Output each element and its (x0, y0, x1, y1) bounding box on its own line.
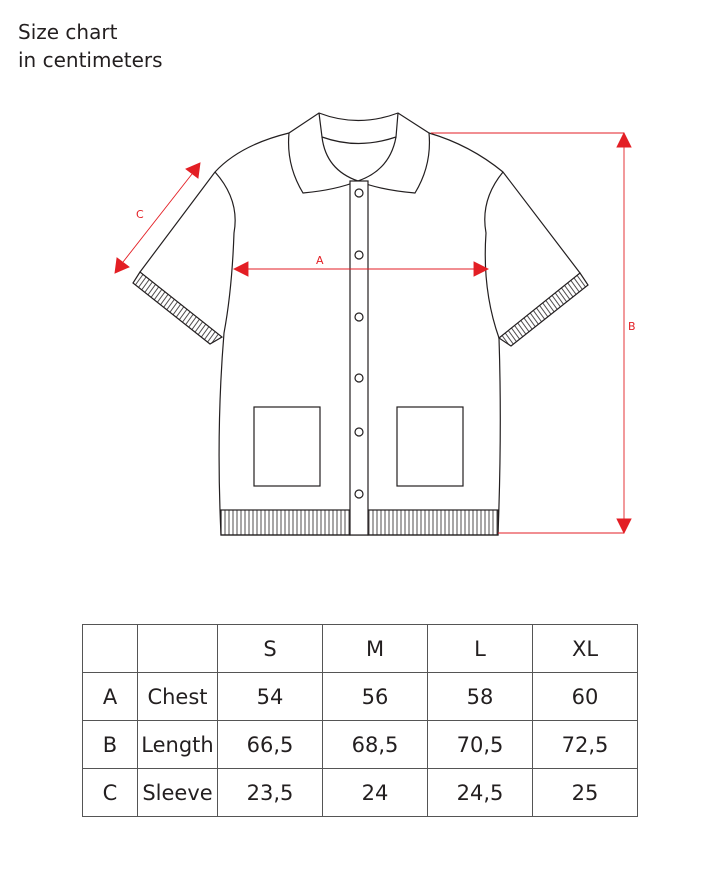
value-cell: 58 (427, 672, 533, 721)
value-cell: 23,5 (217, 768, 323, 817)
value-cell: 72,5 (532, 720, 638, 769)
arrow-left-icon (232, 261, 249, 277)
value-cell: 54 (217, 672, 323, 721)
header-cell (82, 624, 138, 673)
table-header-row: S M L XL (82, 624, 638, 673)
arrow-up-icon (616, 131, 632, 148)
row-code: A (82, 672, 138, 721)
value-cell: 68,5 (322, 720, 428, 769)
header-cell-m: M (322, 624, 428, 673)
label-b: B (628, 320, 636, 333)
value-cell: 56 (322, 672, 428, 721)
value-cell: 66,5 (217, 720, 323, 769)
label-a: A (316, 254, 324, 267)
value-cell: 25 (532, 768, 638, 817)
value-cell: 24 (322, 768, 428, 817)
shirt-diagram: A B C (114, 112, 636, 536)
label-c: C (136, 208, 144, 221)
size-table: S M L XL A Chest 54 56 58 60 B Length 66… (82, 624, 638, 817)
table-row: B Length 66,5 68,5 70,5 72,5 (82, 720, 638, 769)
arrow-down-left-icon (114, 257, 130, 274)
header-cell (137, 624, 218, 673)
buttons (354, 188, 364, 499)
value-cell: 60 (532, 672, 638, 721)
right-pocket (396, 406, 464, 487)
left-pocket (253, 406, 321, 487)
title-line-1: Size chart (18, 20, 118, 44)
row-code: B (82, 720, 138, 769)
header-cell-s: S (217, 624, 323, 673)
table-row: C Sleeve 23,5 24 24,5 25 (82, 768, 638, 817)
row-code: C (82, 768, 138, 817)
value-cell: 24,5 (427, 768, 533, 817)
table-row: A Chest 54 56 58 60 (82, 672, 638, 721)
header-cell-l: L (427, 624, 533, 673)
shirt-outline (132, 112, 589, 536)
title-line-2: in centimeters (18, 48, 163, 72)
page-title: Size chart in centimeters (18, 18, 163, 74)
arrow-up-right-icon (185, 162, 201, 179)
measure-c-line (122, 173, 193, 263)
value-cell: 70,5 (427, 720, 533, 769)
arrow-right-icon (473, 261, 490, 277)
header-cell-xl: XL (532, 624, 638, 673)
arrow-down-icon (616, 518, 632, 535)
row-name: Chest (137, 672, 218, 721)
row-name: Length (137, 720, 218, 769)
row-name: Sleeve (137, 768, 218, 817)
